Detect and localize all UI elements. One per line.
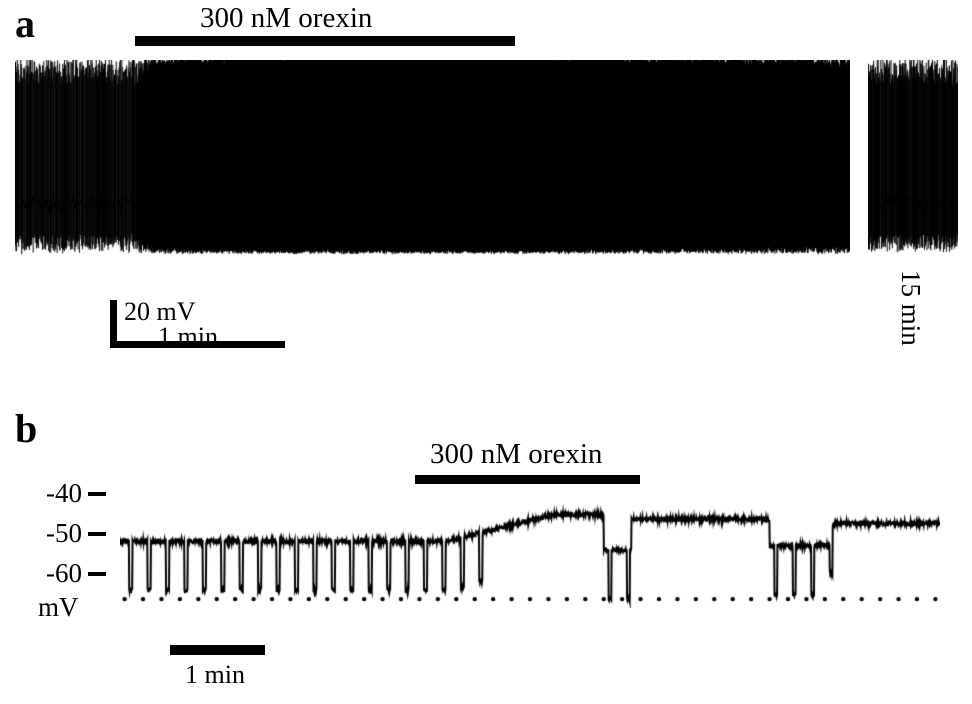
- panel-b-treatment-bar: [415, 475, 640, 484]
- panel-b-ytick-40-dash: [88, 492, 106, 496]
- panel-a-treatment-label: 300 nM orexin: [200, 2, 372, 35]
- panel-b-trace: [120, 488, 940, 608]
- panel-b-ytick-60-dash: [88, 572, 106, 576]
- panel-a-trace-recovery: [868, 60, 958, 260]
- panel-a-scalebar: 20 mV 1 min: [110, 300, 310, 360]
- panel-a-axis-break: [850, 60, 868, 260]
- panel-b-ytick-50-dash: [88, 532, 106, 536]
- panel-a-trace-main: [15, 60, 850, 260]
- panel-b-y-unit: mV: [38, 592, 79, 623]
- panel-b-ytick-50: -50: [32, 518, 82, 549]
- panel-a-recovery-label: 15 min: [895, 270, 926, 346]
- panel-a-treatment-bar: [135, 36, 515, 46]
- panel-b-ytick-60: -60: [32, 558, 82, 589]
- panel-b-label: b: [15, 405, 37, 452]
- panel-a-scalebar-h-label: 1 min: [158, 322, 218, 352]
- panel-b-time-scalebar-label: 1 min: [185, 660, 245, 690]
- panel-a-label: a: [15, 0, 35, 47]
- figure-container: a 300 nM orexin 15 min 20 mV 1 min b 300…: [0, 0, 972, 704]
- panel-b-time-scalebar: [170, 645, 265, 655]
- panel-b-treatment-label: 300 nM orexin: [430, 438, 602, 471]
- panel-b-ytick-40: -40: [32, 478, 82, 509]
